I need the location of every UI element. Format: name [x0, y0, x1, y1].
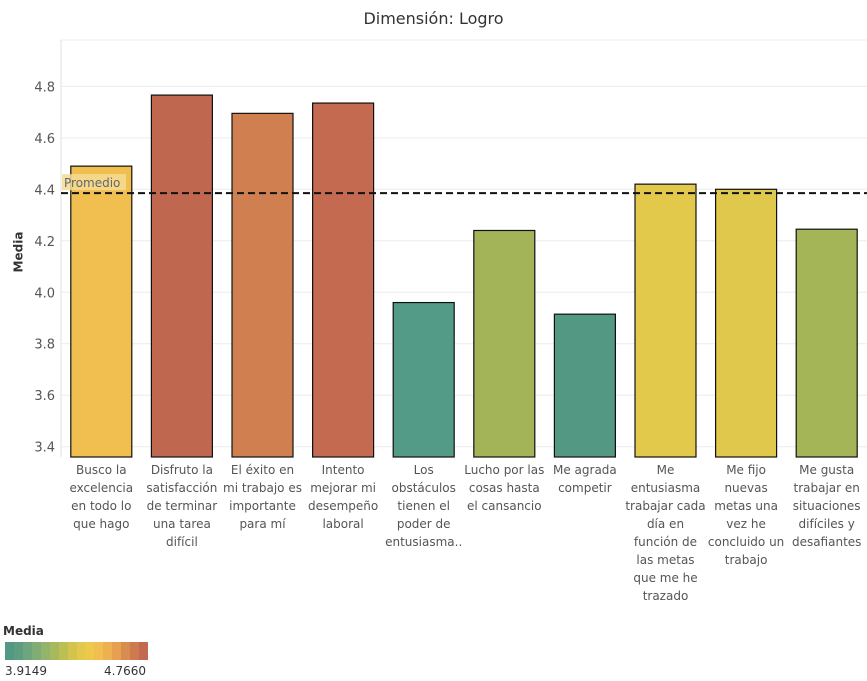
legend-color-swatch	[94, 642, 104, 660]
legend-color-swatch	[5, 642, 14, 660]
legend-color-swatch	[49, 642, 59, 660]
bar[interactable]	[634, 183, 697, 458]
legend-max-label: 4.7660	[104, 664, 146, 678]
legend-color-swatch	[130, 642, 140, 660]
legend-color-swatch	[121, 642, 131, 660]
y-tick-label: 4.0	[34, 286, 55, 301]
x-tick-label: Me agrada competir	[553, 463, 617, 495]
bar[interactable]	[392, 301, 455, 458]
legend-color-swatch	[103, 642, 113, 660]
y-tick-label: 3.4	[34, 441, 55, 456]
bar[interactable]	[231, 112, 294, 458]
legend-color-swatch	[31, 642, 41, 660]
legend-color-swatch	[112, 642, 122, 660]
x-tick-label: Busco la excelencia en todo lo que hago	[69, 463, 134, 531]
bar[interactable]	[473, 229, 536, 458]
y-tick-label: 4.4	[34, 183, 55, 198]
x-tick-label: Intento mejorar mi desempeño laboral	[307, 463, 379, 531]
bar[interactable]	[553, 313, 617, 458]
bar[interactable]	[714, 188, 778, 458]
x-tick-label: Me entusiasma trabajar cada día en funci…	[625, 463, 706, 603]
legend-color-swatch	[58, 642, 68, 660]
legend-color-swatch	[40, 642, 50, 660]
legend-title: Media	[3, 624, 44, 638]
reference-line-label: Promedio	[64, 176, 120, 190]
x-tick-label: Disfruto la satisfacción de terminar una…	[146, 463, 218, 549]
y-tick-label: 3.6	[34, 389, 55, 404]
y-tick-label: 4.2	[34, 235, 55, 250]
x-tick-label: El éxito en mi trabajo es importante par…	[223, 463, 302, 531]
x-tick-label: Me gusta trabajar en situaciones difícil…	[791, 463, 862, 549]
bar[interactable]	[795, 228, 858, 458]
legend-color-swatch	[76, 642, 86, 660]
bar[interactable]	[312, 102, 375, 458]
legend-color-swatch	[22, 642, 32, 660]
x-tick-label: Los obstáculos tienen el poder de entusi…	[385, 463, 463, 549]
y-tick-label: 4.6	[34, 132, 55, 147]
x-tick-label: Me fijo nuevas metas una vez he concluid…	[707, 463, 785, 567]
y-tick-label: 4.8	[34, 80, 55, 95]
legend-min-label: 3.9149	[5, 664, 47, 678]
legend-color-swatch	[139, 642, 148, 660]
x-tick-label: Lucho por las cosas hasta el cansancio	[464, 463, 545, 513]
legend-color-swatch	[67, 642, 77, 660]
legend-color-swatch	[13, 642, 23, 660]
chart-title: Dimensión: Logro	[363, 9, 504, 28]
color-legend-ramp	[5, 642, 148, 660]
bar[interactable]	[70, 165, 133, 458]
bar[interactable]	[150, 94, 213, 458]
reference-label-background	[62, 174, 126, 191]
legend-color-swatch	[85, 642, 95, 660]
y-tick-label: 3.8	[34, 338, 55, 353]
